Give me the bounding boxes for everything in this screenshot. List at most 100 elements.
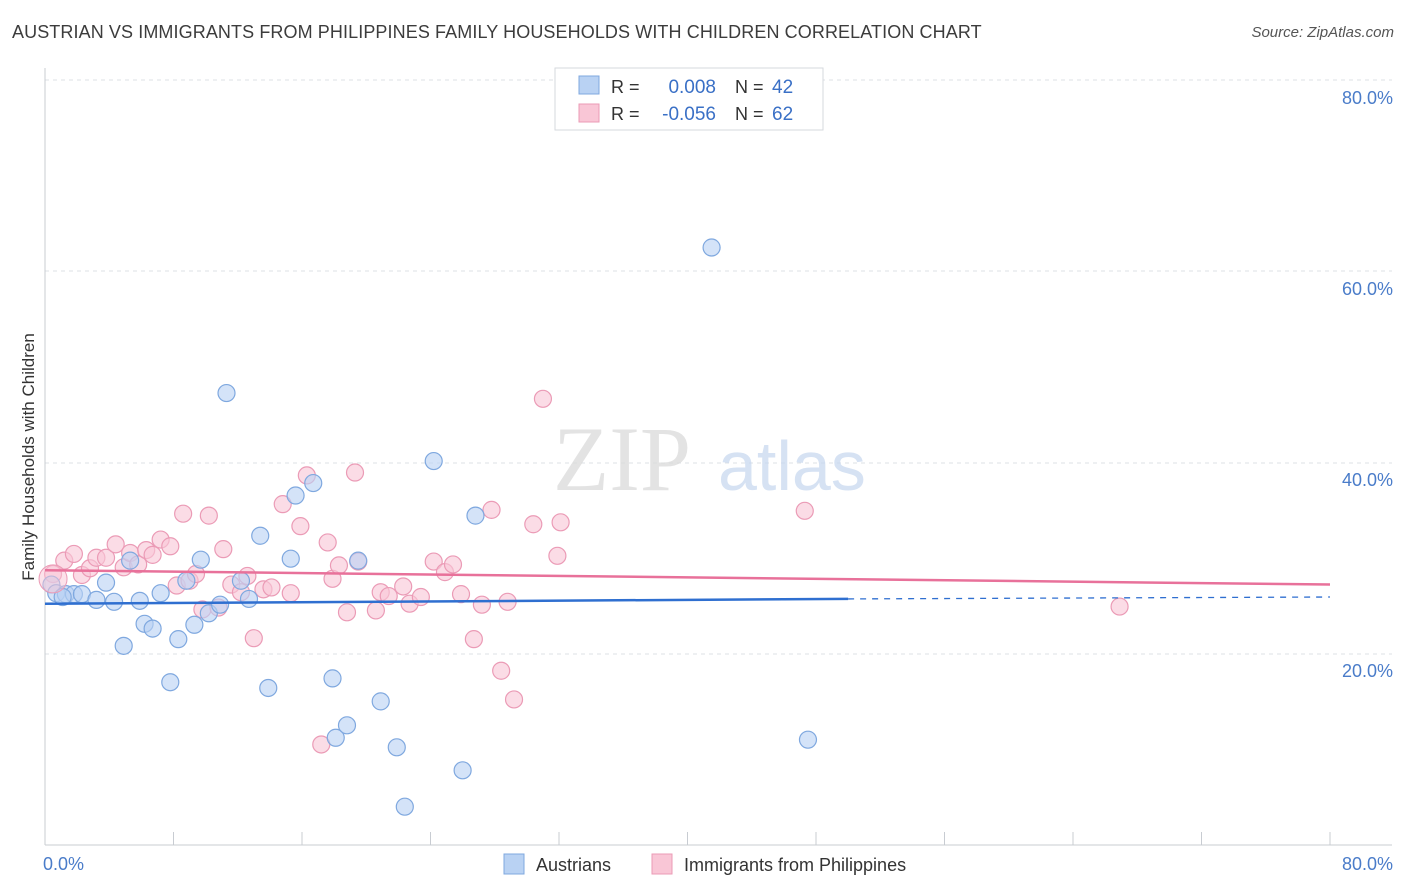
philippines-point-49 [451, 585, 471, 604]
austrians-point-12 [143, 619, 162, 638]
legend-r-label-philippines: R = [611, 104, 640, 124]
trend-line-philippines [44, 568, 1331, 586]
austrians-point-35 [395, 797, 414, 816]
austrians-point-38 [466, 506, 485, 525]
austrians-point-25 [259, 678, 278, 698]
austrians-point-39 [702, 238, 721, 257]
austrians-point-34 [387, 738, 406, 757]
series-legend-label-philippines: Immigrants from Philippines [684, 855, 906, 875]
austrians-point-40 [798, 730, 818, 749]
watermark-atlas: atlas [718, 427, 866, 505]
austrians-point-17 [185, 615, 204, 634]
legend-n-value-austrians: 42 [772, 77, 793, 98]
austrians-point-10 [130, 591, 149, 610]
x-tick-label-0: 0.0% [43, 854, 84, 874]
x-tick-label-80: 80.0% [1342, 854, 1393, 874]
legend-r-label-austrians: R = [611, 77, 640, 97]
philippines-point-52 [482, 500, 501, 519]
philippines-point-20 [199, 506, 218, 525]
austrians-point-36 [424, 451, 443, 471]
philippines-point-58 [548, 546, 567, 565]
philippines-point-2 [64, 544, 84, 564]
legend-n-label-philippines: N = [735, 104, 764, 124]
legend-r-value-austrians: 0.008 [668, 77, 716, 98]
philippines-point-16 [174, 504, 193, 523]
philippines-point-22 [214, 540, 233, 559]
watermark-zip: ZIP [553, 408, 691, 510]
y-tick-label-80: 80.0% [1342, 88, 1393, 108]
philippines-point-43 [394, 577, 413, 596]
austrians-point-8 [114, 636, 133, 655]
philippines-point-31 [291, 517, 310, 536]
austrians-point-20 [210, 595, 230, 614]
philippines-point-51 [472, 595, 491, 614]
philippines-point-57 [533, 389, 553, 408]
austrians-point-29 [323, 669, 342, 688]
cluster-point [38, 564, 68, 594]
legend-r-value-philippines: -0.056 [662, 104, 716, 125]
y-tick-label-40: 40.0% [1342, 470, 1393, 490]
philippines-point-37 [337, 603, 357, 622]
philippines-point-59 [551, 513, 570, 532]
series-legend-swatch-philippines [651, 853, 673, 875]
legend-swatch-philippines [578, 103, 600, 123]
legend-n-label-austrians: N = [735, 77, 764, 97]
philippines-point-14 [161, 537, 180, 556]
austrians-point-9 [121, 551, 140, 570]
austrians-point-24 [251, 526, 270, 545]
austrians-point-32 [349, 551, 368, 570]
philippines-point-46 [424, 552, 443, 571]
source-credit: Source: ZipAtlas.com [1251, 24, 1394, 41]
austrians-point-6 [96, 573, 116, 592]
y-tick-label-60: 60.0% [1342, 279, 1393, 299]
philippines-point-50 [464, 630, 483, 649]
philippines-point-48 [443, 555, 463, 574]
trend-line-austrians-extension [848, 596, 1331, 600]
austrians-point-14 [161, 673, 180, 692]
austrians-point-5 [87, 590, 106, 609]
correlation-legend-box [554, 67, 824, 131]
austrians-point-23 [239, 589, 259, 609]
philippines-point-38 [345, 463, 365, 482]
series-legend-swatch-austrians [503, 853, 525, 875]
legend-n-value-philippines: 62 [772, 104, 793, 125]
philippines-point-6 [96, 548, 116, 567]
austrians-point-37 [453, 761, 472, 780]
philippines-point-60 [795, 501, 814, 520]
austrians-point-28 [304, 473, 323, 493]
austrians-point-18 [191, 550, 210, 569]
correlation-legend: R = 0.008 N = 42 R = -0.056 N = 62 [554, 67, 824, 131]
austrians-point-27 [286, 486, 305, 505]
philippines-point-40 [366, 601, 385, 620]
austrians-point-7 [104, 592, 124, 611]
series-legend: Austrians Immigrants from Philippines [503, 853, 906, 875]
philippines-point-56 [524, 515, 543, 534]
austrians-point-26 [281, 549, 300, 568]
philippines-point-45 [411, 587, 430, 607]
trend-lines [44, 568, 1331, 605]
austrians-point-31 [337, 716, 357, 735]
philippines-point-34 [318, 533, 337, 552]
y-tick-label-20: 20.0% [1342, 661, 1393, 681]
austrians-point-30 [326, 728, 345, 747]
y-axis-label: Family Households with Children [19, 333, 38, 581]
series-legend-label-austrians: Austrians [536, 855, 611, 875]
philippines-point-26 [244, 629, 263, 648]
legend-swatch-austrians [578, 75, 600, 95]
series-austrians-points [38, 238, 818, 816]
trend-line-austrians [44, 597, 849, 605]
philippines-point-30 [281, 584, 300, 603]
philippines-point-29 [273, 495, 292, 514]
austrians-point-15 [169, 630, 188, 649]
x-axis-ticks [44, 832, 1331, 845]
philippines-point-28 [262, 578, 281, 597]
philippines-point-12 [143, 545, 162, 564]
austrians-point-22 [231, 571, 251, 590]
austrians-point-13 [151, 584, 170, 603]
austrians-point-21 [217, 383, 236, 403]
chart-title: AUSTRIAN VS IMMIGRANTS FROM PHILIPPINES … [12, 22, 982, 42]
philippines-point-42 [379, 586, 398, 606]
austrians-point-33 [371, 692, 390, 711]
austrians-point-16 [177, 571, 196, 590]
